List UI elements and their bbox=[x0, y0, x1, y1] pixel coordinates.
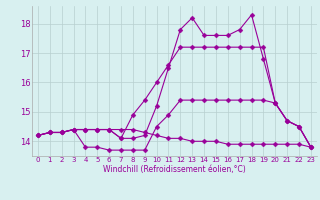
X-axis label: Windchill (Refroidissement éolien,°C): Windchill (Refroidissement éolien,°C) bbox=[103, 165, 246, 174]
